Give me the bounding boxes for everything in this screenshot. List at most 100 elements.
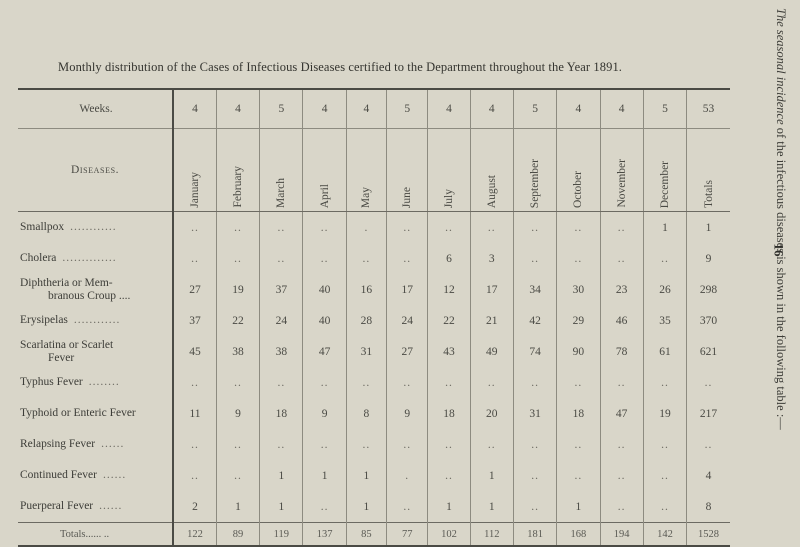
- cell-august: 49: [469, 336, 514, 367]
- cell-january: 45: [172, 336, 217, 367]
- cell-april: 40: [302, 305, 347, 336]
- cell-august: 21: [469, 305, 514, 336]
- cell-may: ..: [345, 429, 387, 460]
- total-cell-november: 194: [599, 522, 644, 546]
- side-note: The seasonal incidence of the infectious…: [772, 8, 788, 518]
- cell-june: 9: [386, 398, 428, 429]
- cell-february: 9: [215, 398, 260, 429]
- cell-april: 1: [302, 460, 347, 491]
- totals-row: Totals...... .. 122 89 119 137 85 77 102 112 181 1…: [18, 522, 730, 546]
- column-header-label: August: [485, 174, 498, 208]
- table-row: Diphtheria or Mem-branous Croup .... 27 19…: [18, 274, 730, 305]
- table-row: Erysipelas............ 37 22 24 40 28 24 22 21 42…: [18, 305, 730, 336]
- cell-april: ..: [302, 243, 347, 274]
- weeks-cell: 4: [215, 89, 260, 129]
- column-header-october: October: [556, 128, 601, 212]
- cell-december: 26: [642, 274, 687, 305]
- column-header-totals: Totals: [686, 128, 730, 212]
- weeks-cell: 4: [302, 89, 347, 129]
- cell-july: ..: [427, 367, 471, 398]
- cell-december: ..: [642, 429, 687, 460]
- cell-january: ..: [172, 367, 217, 398]
- cell-october: 29: [556, 305, 601, 336]
- cell-january: 2: [172, 491, 217, 523]
- cell-january: ..: [172, 429, 217, 460]
- table-row: Puerperal Fever...... 2 1 1.. 1.. 1 1.. 1.... 8: [18, 491, 730, 523]
- column-header-november: November: [599, 128, 644, 212]
- cell-february: ..: [215, 460, 260, 491]
- cell-january: ..: [172, 460, 217, 491]
- cell-february: 19: [215, 274, 260, 305]
- cell-september: ..: [512, 460, 557, 491]
- disease-label: Relapsing Fever: [20, 438, 96, 450]
- disease-label: Smallpox: [20, 221, 65, 233]
- totals-label: Totals...... ..: [18, 522, 175, 546]
- total-cell-march: 119: [259, 522, 303, 546]
- cell-november: ..: [599, 429, 644, 460]
- disease-label: Cholera: [20, 252, 57, 264]
- cell-march: 18: [259, 398, 303, 429]
- weeks-cell: 5: [512, 89, 557, 129]
- disease-label: Continued Fever: [20, 469, 97, 481]
- cell-september: ..: [512, 243, 557, 274]
- cell-may: 1: [345, 460, 387, 491]
- disease-label: Diphtheria or Mem-: [20, 276, 113, 289]
- cell-september: ..: [512, 367, 557, 398]
- cell-november: 47: [599, 398, 644, 429]
- total-cell-january: 122: [172, 522, 217, 546]
- cell-march: 24: [259, 305, 303, 336]
- cell-january: ..: [172, 243, 217, 274]
- cell-june: ..: [386, 243, 428, 274]
- disease-name: Typhus Fever........: [18, 367, 175, 398]
- cell-march: ..: [259, 211, 303, 243]
- disease-name: Typhoid or Enteric Fever: [18, 398, 175, 429]
- cell-january: 11: [172, 398, 217, 429]
- cell-april: ..: [302, 429, 347, 460]
- cell-march: ..: [259, 429, 303, 460]
- cell-october: 30: [556, 274, 601, 305]
- cell-totals: ..: [686, 429, 730, 460]
- cell-april: 47: [302, 336, 347, 367]
- disease-name: Scarlatina or Scarlet Fever: [18, 336, 175, 367]
- disease-label-continued: branous Croup ....: [48, 289, 131, 302]
- disease-label: Puerperal Fever: [20, 500, 94, 512]
- table-title: Monthly distribution of the Cases of Inf…: [58, 60, 623, 74]
- disease-name: Relapsing Fever......: [18, 429, 175, 460]
- cell-september: ..: [512, 491, 557, 523]
- cell-april: ..: [302, 367, 347, 398]
- cell-june: ..: [386, 429, 428, 460]
- cell-totals: 4: [686, 460, 730, 491]
- side-note-italic: The seasonal incidence: [774, 8, 788, 125]
- page-number: 16: [771, 243, 787, 257]
- diseases-label: Diseases.: [18, 128, 175, 212]
- disease-label: Scarlatina or Scarlet: [20, 338, 114, 351]
- column-header-label: December: [658, 160, 671, 208]
- disease-label: Typhoid or Enteric Fever: [20, 407, 136, 419]
- column-header-march: March: [259, 128, 303, 212]
- disease-label: Erysipelas: [20, 314, 68, 326]
- cell-november: ..: [599, 460, 644, 491]
- cell-february: ..: [215, 429, 260, 460]
- cell-january: 27: [172, 274, 217, 305]
- cell-may: 1: [345, 491, 387, 523]
- cell-august: 17: [469, 274, 514, 305]
- cell-totals: 1: [686, 211, 730, 243]
- total-cell-june: 77: [386, 522, 428, 546]
- column-header-december: December: [642, 128, 687, 212]
- cell-june: ..: [386, 211, 428, 243]
- cell-may: 28: [345, 305, 387, 336]
- table-row: Cholera.......................... 6 3.....…: [18, 243, 730, 274]
- cell-april: 9: [302, 398, 347, 429]
- cell-february: ..: [215, 211, 260, 243]
- total-cell-october: 168: [556, 522, 601, 546]
- disease-label: Typhus Fever: [20, 376, 83, 388]
- cell-november: 23: [599, 274, 644, 305]
- column-header-label: January: [188, 172, 201, 208]
- cell-december: ..: [642, 243, 687, 274]
- cell-december: 61: [642, 336, 687, 367]
- cell-april: ..: [302, 491, 347, 523]
- cell-totals: 370: [686, 305, 730, 336]
- cell-march: 38: [259, 336, 303, 367]
- cell-totals: 9: [686, 243, 730, 274]
- leader-dots: ..............: [62, 252, 117, 264]
